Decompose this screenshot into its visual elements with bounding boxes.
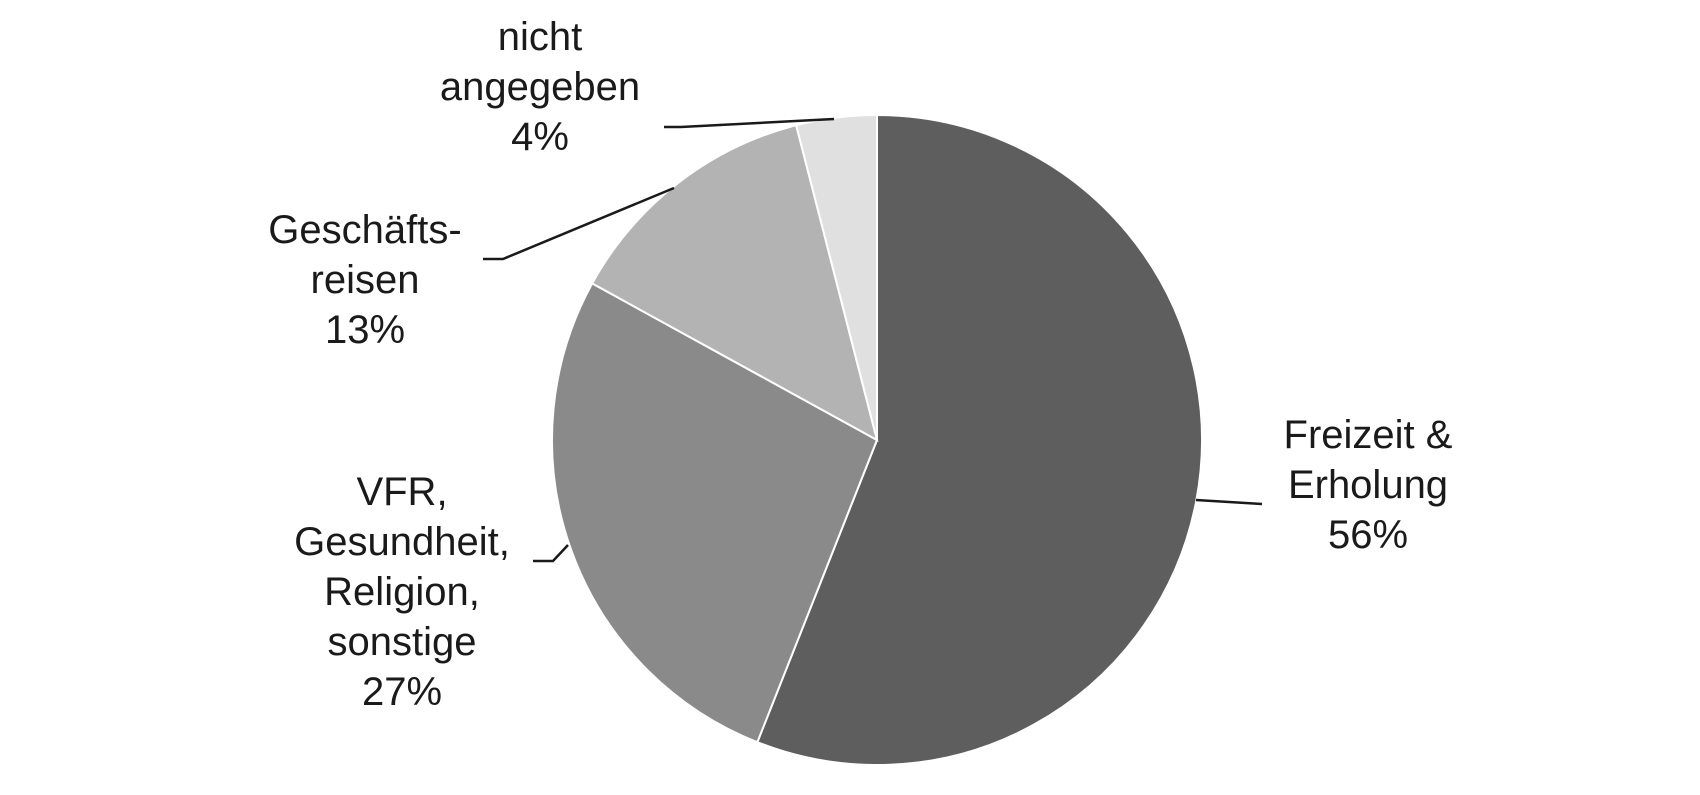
slice-category-label: angegeben <box>440 65 640 109</box>
slice-category-label: VFR, <box>356 470 447 514</box>
leader-line-0 <box>1195 498 1263 506</box>
leader-line-3 <box>664 117 835 129</box>
slice-label-1: VFR, Gesundheit, Religion, sonstige 27% <box>294 470 510 714</box>
slice-value-label: 13% <box>325 308 405 352</box>
leader-line-2 <box>483 186 675 261</box>
pie-slice-3 <box>794 113 878 441</box>
slice-value-label: 4% <box>511 115 569 159</box>
slice-label-0: Freizeit & Erholung 56% <box>1284 413 1453 557</box>
pie-slices <box>550 113 1203 766</box>
slice-category-label: reisen <box>311 258 420 302</box>
slice-labels: Freizeit & Erholung 56% VFR, Gesundheit, Reli… <box>268 15 1452 714</box>
slice-label-3: nicht angegeben 4% <box>440 15 640 159</box>
slice-category-label: Religion, <box>324 570 480 614</box>
leader-lines <box>483 117 1263 563</box>
slice-category-label: Gesundheit, <box>294 520 510 564</box>
slice-category-label: nicht <box>498 15 583 59</box>
slice-category-label: sonstige <box>328 620 477 664</box>
slice-category-label: Geschäfts- <box>268 208 461 252</box>
pie-slice-1 <box>550 282 879 744</box>
slice-label-2: Geschäfts-reisen 13% <box>268 208 461 352</box>
slice-category-label: Freizeit & <box>1284 413 1453 457</box>
slice-value-label: 27% <box>362 670 442 714</box>
pie-slice-2 <box>590 123 879 442</box>
slice-category-label: Erholung <box>1288 463 1448 507</box>
slice-value-label: 56% <box>1328 513 1408 557</box>
leader-line-1 <box>533 544 569 563</box>
